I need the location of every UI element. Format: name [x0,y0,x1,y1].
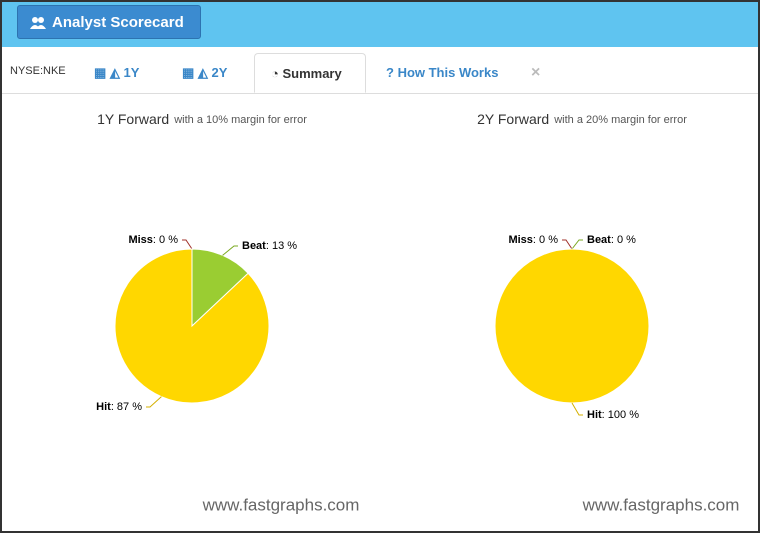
subtitle: with a 20% margin for error [553,114,687,126]
connector [571,402,583,416]
tab-how[interactable]: ? How This Works [386,65,499,80]
label-value: : 13 % [266,240,297,252]
label-category: Beat [242,240,266,252]
watermark: www.fastgraphs.com [582,495,740,514]
label-category: Hit [96,401,111,413]
tab-summary[interactable]: ◔ Summary [254,53,366,93]
charts: 1Y Forward with a 10% margin for error Mis… [96,111,740,515]
data-label: Beat: 0 % [587,234,636,246]
label-category: Miss [508,234,532,246]
label-value: : 0 % [611,234,636,246]
label-category: Beat [587,234,611,246]
data-label: Miss: 0 % [128,234,178,246]
tab-2y[interactable]: ▦ ◭ 2Y [182,65,228,80]
ticker: NYSE:NKE [10,65,66,77]
connector [146,396,162,408]
label-value: : 100 % [602,409,640,421]
tab-label: Summary [282,66,342,81]
label-category: Miss [128,234,152,246]
tab-1y[interactable]: ▦ ◭ 1Y [94,65,140,80]
pie-slice [191,248,249,328]
pie-slice [494,248,650,404]
tab-label: 2Y [211,65,228,80]
tab-label: 1Y [123,65,140,80]
close-button[interactable]: × [531,64,541,81]
header-bar: Analyst Scorecard [2,2,758,47]
data-label: Miss: 0 % [508,234,558,246]
button-label: Analyst Scorecard [52,14,184,31]
title: 1Y Forward [97,111,169,127]
tab-label: How This Works [397,65,499,80]
subtitle: with a 10% margin for error [173,114,307,126]
data-label: Beat: 13 % [242,240,297,252]
title: 2Y Forward [477,111,549,127]
chart-title: 1Y Forward with a 10% margin for error [97,111,307,127]
label-value: : 87 % [111,401,142,413]
label-value: : 0 % [533,234,558,246]
connector [571,239,583,250]
connector [562,239,573,250]
connector [182,239,193,250]
data-label: Hit: 87 % [96,401,142,413]
label-value: : 0 % [153,234,178,246]
label-category: Hit [587,409,602,421]
tab-bar: NYSE:NKE ▦ ◭ 1Y ▦ ◭ 2Y ◔ Summary ? How T… [2,47,758,94]
connector [222,245,238,256]
watermark: www.fastgraphs.com [202,495,360,514]
data-label: Hit: 100 % [587,409,639,421]
scorecard-button[interactable]: Analyst Scorecard [17,5,201,39]
users-icon [30,17,46,29]
chart-title: 2Y Forward with a 20% margin for error [477,111,687,127]
pie-slice [114,248,270,404]
